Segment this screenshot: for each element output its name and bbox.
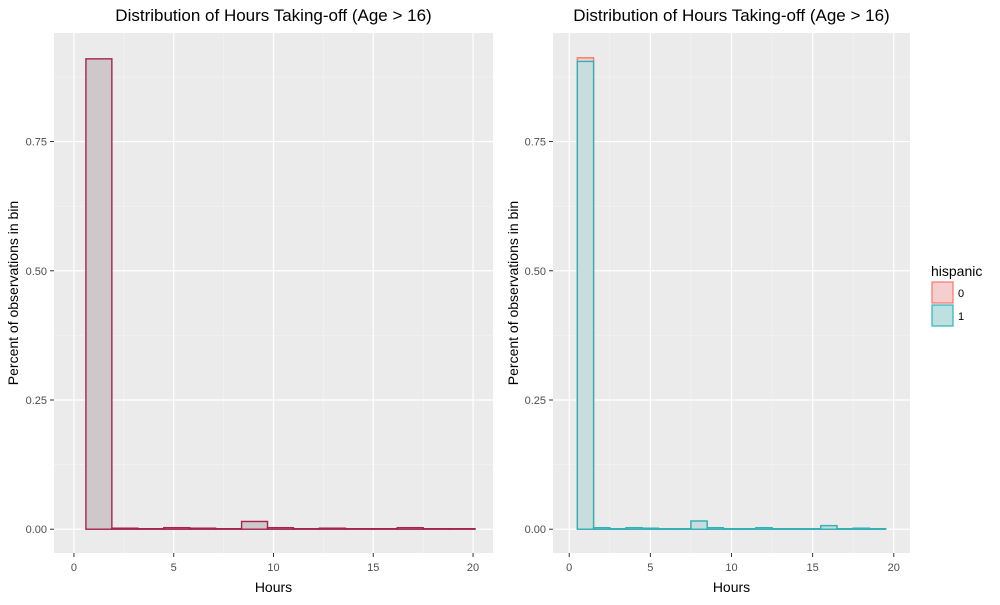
right-y-axis-title: Percent of observations in bin (505, 201, 521, 385)
right-bar (803, 528, 822, 530)
right-bars (576, 57, 887, 530)
right-chart-title: Distribution of Hours Taking-off (Age > … (573, 6, 889, 25)
right-y-tick-label: 0.25 (525, 395, 546, 407)
right-bar (592, 526, 611, 530)
right-bar (787, 528, 806, 530)
right-bar (820, 524, 838, 530)
right-bar (771, 528, 789, 530)
left-y-tick-label: 0.25 (26, 395, 47, 407)
left-chart-title: Distribution of Hours Taking-off (Age > … (115, 6, 431, 25)
right-bar (722, 528, 741, 530)
right-bar (641, 527, 660, 530)
left-y-axis-ticks: 0.00 0.25 0.50 0.75 (26, 137, 54, 536)
left-panel: Distribution of Hours Taking-off (Age > … (5, 6, 493, 595)
right-grid (553, 33, 910, 553)
legend-title: hispanic (931, 263, 982, 279)
left-x-axis-ticks: 0 5 10 15 20 (71, 553, 479, 574)
left-bar (188, 527, 217, 530)
right-y-tick-label: 0.75 (525, 137, 546, 149)
left-y-tick-label: 0.75 (26, 137, 47, 149)
right-bar (625, 526, 643, 530)
left-x-tick-label: 10 (267, 562, 279, 574)
left-x-tick-label: 15 (367, 562, 379, 574)
legend-label-1: 1 (958, 311, 964, 323)
left-y-tick-label: 0.00 (26, 524, 47, 536)
left-bar (266, 526, 295, 530)
right-y-tick-label: 0.50 (525, 266, 546, 278)
left-bar (422, 528, 450, 530)
left-y-axis-title: Percent of observations in bin (5, 201, 21, 385)
right-x-axis-title: Hours (713, 579, 750, 595)
legend: hispanic 0 1 (931, 263, 982, 327)
legend-key-0 (931, 281, 954, 304)
right-bar (852, 527, 871, 530)
right-bar (674, 528, 692, 530)
left-bar (214, 528, 243, 530)
left-bar (318, 527, 347, 530)
legend-label-0: 0 (958, 288, 964, 300)
left-x-tick-label: 5 (171, 562, 177, 574)
right-bar (706, 526, 725, 530)
left-bar (396, 526, 424, 530)
left-x-axis-title: Hours (255, 579, 292, 595)
right-bar (609, 528, 627, 530)
right-bar (755, 526, 773, 530)
left-y-tick-label: 0.50 (26, 266, 47, 278)
right-x-tick-label: 10 (725, 562, 737, 574)
right-y-tick-label: 0.00 (525, 524, 546, 536)
left-bar (292, 528, 321, 530)
right-x-axis-ticks: 0 5 10 15 20 (566, 553, 900, 574)
left-x-tick-label: 0 (71, 562, 77, 574)
right-bar (836, 528, 854, 530)
left-bar (344, 528, 372, 530)
left-bars (85, 58, 476, 530)
right-bar (657, 528, 676, 530)
right-bar (576, 60, 595, 530)
right-bar (738, 528, 757, 530)
left-bar (370, 528, 398, 530)
left-bar (240, 520, 269, 530)
left-bar (111, 527, 139, 530)
right-x-tick-label: 0 (566, 562, 572, 574)
right-x-tick-label: 5 (647, 562, 653, 574)
right-panel: Distribution of Hours Taking-off (Age > … (505, 6, 910, 595)
right-bar (690, 520, 708, 530)
right-bar (868, 528, 887, 530)
right-y-axis-ticks: 0.00 0.25 0.50 0.75 (525, 137, 553, 536)
legend-key-1 (931, 304, 954, 327)
left-x-tick-label: 20 (467, 562, 479, 574)
left-bar (163, 526, 191, 530)
right-x-tick-label: 15 (807, 562, 819, 574)
right-x-tick-label: 20 (888, 562, 900, 574)
left-bar (85, 58, 113, 530)
left-bar (448, 528, 476, 530)
left-bar (137, 528, 165, 530)
